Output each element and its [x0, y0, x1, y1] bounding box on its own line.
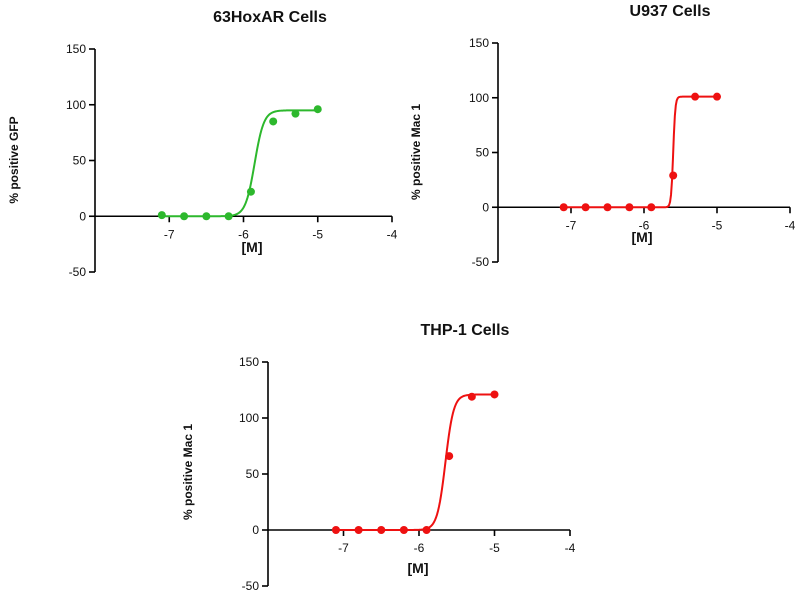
x-tick-label: -5 [489, 541, 500, 555]
y-tick-label: 100 [239, 411, 259, 425]
x-tick-label: -6 [414, 541, 425, 555]
data-point [691, 92, 700, 101]
y-tick-label: 100 [66, 98, 86, 112]
data-point [467, 392, 476, 401]
x-axis-label: [M] [632, 229, 653, 245]
data-point [490, 390, 499, 399]
x-tick-label: -5 [312, 227, 323, 241]
chart-63hoxar: 63HoxAR Cells % positive GFP [M] -50 0 50 1… [7, 9, 398, 279]
y-tick-label: 100 [469, 91, 489, 105]
x-tick-label: -4 [387, 227, 398, 241]
x-axis-label: [M] [242, 239, 263, 255]
y-tick-label: 50 [476, 146, 490, 160]
y-axis-label: % positive Mac 1 [409, 104, 423, 200]
chart-title: 63HoxAR Cells [213, 9, 327, 26]
data-point [269, 117, 278, 126]
chart-title: U937 Cells [630, 3, 711, 20]
data-point [647, 203, 656, 212]
y-tick-label: -50 [69, 265, 87, 279]
data-point [422, 526, 431, 534]
y-tick-label: -50 [242, 579, 260, 592]
x-tick-label: -7 [566, 218, 577, 232]
data-point [313, 105, 322, 114]
x-tick-label: -7 [164, 227, 175, 241]
y-tick-label: 0 [252, 523, 259, 537]
data-point [180, 212, 189, 221]
fit-curve [335, 393, 495, 531]
y-tick-label: 0 [482, 200, 489, 214]
y-axis-label: % positive Mac 1 [181, 424, 195, 520]
y-axis-label: % positive GFP [7, 116, 21, 203]
y-tick-label: 150 [469, 36, 489, 50]
data-point [377, 526, 386, 534]
y-tick-label: 150 [66, 42, 86, 56]
data-point [603, 203, 612, 212]
y-tick-label: 50 [73, 154, 87, 168]
x-tick-label: -5 [712, 218, 723, 232]
y-tick-label: 50 [246, 467, 260, 481]
data-point [291, 109, 300, 118]
chart-u937: U937 Cells % positive Mac 1 [M] -50 0 50 10… [409, 3, 796, 269]
data-point [157, 211, 166, 220]
data-point [224, 212, 233, 221]
x-tick-label: -6 [639, 218, 650, 232]
x-tick-label: -6 [238, 227, 249, 241]
y-tick-label: -50 [472, 255, 490, 269]
data-point [445, 452, 454, 461]
data-point [669, 171, 678, 180]
y-tick-label: 150 [239, 355, 259, 369]
chart-thp1: THP-1 Cells % positive Mac 1 [M] -50 0 50 1… [181, 322, 576, 592]
x-axis-label: [M] [408, 560, 429, 576]
data-point [246, 187, 255, 196]
y-tick-label: 0 [79, 209, 86, 223]
data-point [331, 526, 340, 534]
fit-curve [161, 109, 318, 218]
data-point [399, 526, 408, 534]
x-tick-label: -4 [785, 218, 796, 232]
x-tick-label: -4 [565, 541, 576, 555]
data-point [581, 203, 590, 212]
fit-curve [563, 95, 717, 209]
data-point [354, 526, 363, 534]
x-tick-label: -7 [338, 541, 349, 555]
data-point [559, 203, 568, 212]
chart-title: THP-1 Cells [421, 322, 510, 339]
data-point [625, 203, 634, 212]
data-point [202, 212, 211, 221]
data-point [713, 92, 721, 101]
